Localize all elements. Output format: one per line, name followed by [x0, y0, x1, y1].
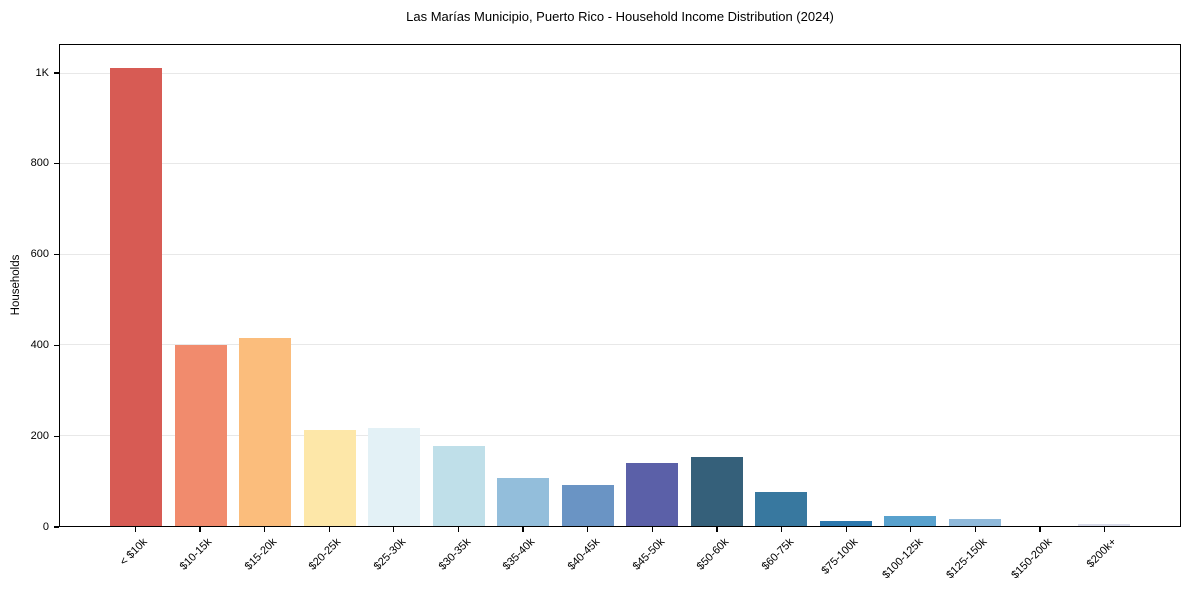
bar-slot	[943, 45, 1008, 526]
x-tick-label: $200k+	[1084, 536, 1120, 571]
x-tick-mark	[910, 527, 912, 532]
bars-layer	[60, 45, 1180, 526]
bar-100-125k	[884, 515, 937, 526]
x-tick-label: $75-100k	[819, 536, 861, 577]
x-tick-label: $25-30k	[371, 536, 409, 573]
gridline	[60, 163, 1180, 165]
x-tick-label: $30-35k	[436, 536, 473, 573]
plot-area	[59, 44, 1181, 527]
x-tick-label: $10-15k	[177, 536, 215, 573]
bar-slot	[169, 45, 234, 526]
x-tick-mark	[974, 527, 977, 532]
x-tick-label: $40-45k	[565, 536, 603, 573]
x-tick-mark	[716, 527, 718, 532]
y-tick-label: 0	[42, 520, 49, 533]
gridline	[60, 344, 1180, 346]
x-tick-mark	[845, 527, 847, 532]
bar-10-15k	[174, 345, 227, 526]
x-tick-label: $150-200k	[1009, 536, 1055, 582]
bar-30-35k	[432, 446, 485, 526]
x-tick-label: $35-40k	[500, 536, 538, 573]
bar-slot	[814, 45, 879, 526]
y-tick-label: 800	[30, 157, 49, 170]
gridline	[60, 434, 1180, 436]
bar-slot	[491, 45, 556, 526]
x-tick-mark	[457, 527, 460, 532]
bar-slot	[556, 45, 621, 526]
x-tick-mark	[134, 527, 136, 532]
bar-slot	[1007, 45, 1072, 526]
bar-200k+	[1077, 523, 1130, 526]
x-tick-label: $100-125k	[880, 536, 926, 582]
y-tick-mark	[54, 163, 59, 165]
x-tick-label: $45-50k	[630, 536, 667, 573]
y-tick-mark	[54, 526, 59, 528]
bar-slot	[233, 45, 298, 526]
chart-title: Las Marías Municipio, Puerto Rico - Hous…	[406, 9, 834, 24]
bar-45-50k	[626, 462, 679, 526]
x-tick-mark	[651, 527, 653, 532]
x-tick-mark	[263, 527, 266, 532]
bar-slot	[104, 45, 169, 526]
bar-slot	[620, 45, 685, 526]
y-axis-label: Households	[10, 254, 22, 316]
y-tick-mark	[54, 344, 59, 346]
x-tick-mark	[522, 527, 524, 532]
x-tick-mark	[199, 527, 201, 532]
y-tick-mark	[54, 435, 59, 437]
x-tick-label: $20-25k	[307, 536, 344, 573]
bar-slot	[749, 45, 814, 526]
bar-slot	[298, 45, 363, 526]
bar-40-45k	[561, 485, 614, 526]
x-tick-label: $125-150k	[944, 536, 990, 582]
x-tick-mark	[1039, 527, 1041, 532]
bar-25-30k	[368, 428, 421, 526]
bar-slot	[362, 45, 427, 526]
y-tick-label: 1K	[35, 66, 49, 79]
x-tick-label: $60-75k	[759, 536, 797, 573]
bar-slot	[427, 45, 492, 526]
x-tick-label: < $10k	[117, 536, 150, 569]
x-tick-label: $50-60k	[694, 536, 732, 573]
x-tick-mark	[587, 527, 589, 532]
y-tick-label: 200	[30, 429, 49, 442]
bar-50-60k	[690, 457, 743, 526]
x-tick-mark	[780, 527, 783, 532]
y-tick-label: 400	[30, 338, 49, 351]
bar-20-25k	[303, 429, 356, 526]
x-tick-mark	[1104, 527, 1106, 532]
x-tick-mark	[393, 527, 395, 532]
bar-125-150k	[948, 519, 1001, 526]
bar-10k	[110, 68, 163, 526]
bar-35-40k	[497, 477, 550, 526]
bar-slot	[878, 45, 943, 526]
x-tick-label: $15-20k	[242, 536, 280, 573]
y-tick-mark	[54, 72, 59, 74]
y-tick-mark	[54, 254, 59, 256]
bar-slot	[685, 45, 750, 526]
y-tick-label: 600	[30, 248, 49, 261]
bar-slot	[1072, 45, 1137, 526]
bar-75-100k	[819, 521, 872, 526]
gridlines-layer	[60, 45, 1180, 526]
bar-15-20k	[239, 337, 292, 526]
bar-60-75k	[755, 492, 808, 526]
x-tick-mark	[328, 527, 330, 532]
gridline	[60, 253, 1180, 255]
gridline	[60, 72, 1180, 74]
